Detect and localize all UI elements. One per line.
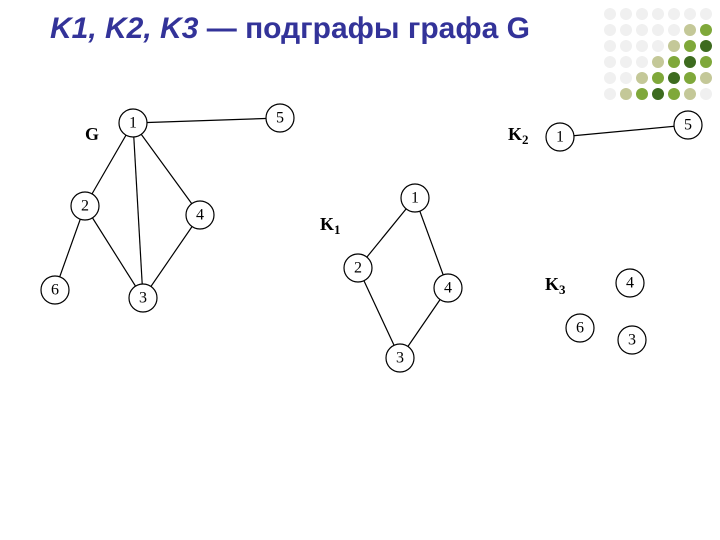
graph-node-label: 2 (81, 198, 89, 215)
graph-node-label: 3 (628, 332, 636, 349)
graph-node-label: 2 (354, 260, 362, 277)
graph-edge (560, 125, 688, 137)
graph-node-label: 4 (626, 275, 634, 292)
graph-label: K3 (545, 274, 566, 297)
graph-label: G (85, 124, 99, 144)
graph-edge (133, 118, 280, 123)
graph-node-label: 1 (556, 129, 564, 146)
graph-node-label: 5 (276, 110, 284, 127)
graph-edge (85, 206, 143, 298)
graph-node-label: 4 (196, 207, 204, 224)
graph-label: K1 (320, 214, 341, 237)
graph-node-label: 5 (684, 117, 692, 134)
graph-node-label: 6 (576, 320, 584, 337)
graph-label: K2 (508, 124, 529, 147)
graph-node-label: 3 (396, 350, 404, 367)
graph-node-label: 1 (129, 115, 137, 132)
graph-edge (358, 268, 400, 358)
graph-edge (133, 123, 143, 298)
graph-edge (143, 215, 200, 298)
graph-node-label: 1 (411, 190, 419, 207)
graph-diagram: 1 2 3 4 5 6 G 1 2 3 4 K1 1 5 K2 3 4 6 K3 (0, 0, 720, 540)
graph-node-label: 4 (444, 280, 452, 297)
graph-node-label: 6 (51, 282, 59, 299)
graph-node-label: 3 (139, 290, 147, 307)
graph-edge (133, 123, 200, 215)
